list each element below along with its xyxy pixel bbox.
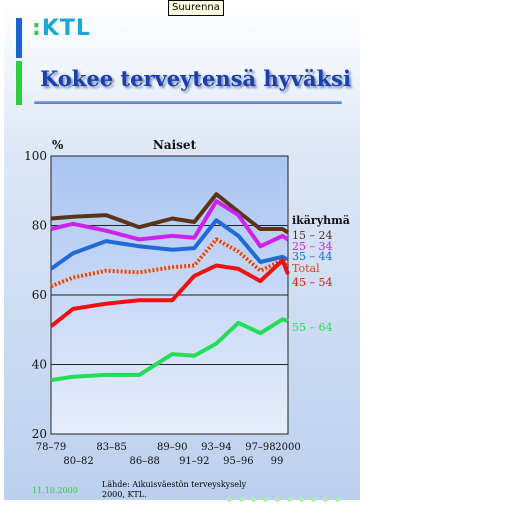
x-tick-label: 95–96 — [223, 456, 253, 467]
series-line-55-64 — [50, 317, 289, 383]
title-underline — [34, 101, 342, 104]
legend-label: 25 – 34 — [292, 240, 333, 253]
dot-icon — [275, 497, 280, 502]
slide: :KTL Kokee terveytensä hyväksi 20 40 60 80 1… — [4, 4, 360, 502]
dot-icon — [287, 497, 292, 502]
slide-title: Kokee terveytensä hyväksi — [40, 66, 351, 91]
legend-label: 15 – 24 — [292, 229, 333, 242]
slide-dots — [227, 487, 347, 506]
x-tick-label: 2000 — [275, 442, 300, 453]
y-tick-label: 100 — [24, 149, 47, 163]
slide-date: 11.10.2000 — [32, 486, 78, 495]
ktl-logo: :KTL — [32, 16, 91, 41]
dot-icon — [335, 497, 340, 502]
logo-dots-icon: : — [32, 16, 42, 41]
series-line-45-54 — [49, 258, 290, 328]
source-line-2: 2000, KTL. — [102, 490, 147, 499]
x-tick-label: 78–79 — [36, 442, 66, 453]
chart-title: Naiset — [153, 138, 197, 152]
y-tick-label: 60 — [32, 288, 47, 302]
legend-label: 35 – 44 — [292, 250, 333, 263]
legend-label: Total — [292, 262, 320, 275]
dot-icon — [311, 497, 316, 502]
dot-icon — [323, 497, 328, 502]
x-tick-label: 86–88 — [129, 456, 159, 467]
y-tick-label: 40 — [32, 358, 47, 372]
source-line-1: Lähde: Aikuisväestön terveyskysely — [102, 480, 247, 489]
enlarge-button[interactable]: Suurenna — [168, 0, 224, 16]
dot-icon — [239, 497, 244, 502]
series-line-35-44 — [49, 218, 290, 271]
x-tick-label: 80–82 — [63, 456, 93, 467]
dot-icon — [227, 497, 232, 502]
y-tick-label: 80 — [32, 219, 47, 233]
dot-icon — [251, 497, 256, 502]
series-line-total-base — [50, 237, 290, 289]
source-note: Lähde: Aikuisväestön terveyskysely 2000,… — [102, 480, 246, 500]
x-tick-label: 97–98 — [245, 442, 275, 453]
dot-icon — [299, 497, 304, 502]
x-tick-label: 93–94 — [201, 442, 231, 453]
accent-bar-green — [16, 61, 22, 105]
y-tick-label: 20 — [32, 427, 47, 441]
dot-icon — [263, 497, 268, 502]
accent-bar-blue — [16, 18, 22, 58]
line-chart: 20 40 60 80 100% Naiset 78–79 83–85 89–90 93–94 97… — [24, 138, 350, 467]
series-line-15-24 — [50, 192, 290, 235]
legend-title: ikäryhmä — [292, 214, 350, 227]
x-tick-label: 83–85 — [96, 442, 126, 453]
series-line-25-34 — [50, 199, 290, 249]
y-axis-label: % — [52, 138, 64, 152]
x-tick-label: 91–92 — [179, 456, 209, 467]
legend-label: 45 – 54 — [292, 276, 333, 289]
legend-label: 55 – 64 — [292, 321, 333, 334]
logo-text: KTL — [41, 16, 91, 41]
x-tick-label: 99 — [271, 456, 284, 467]
x-tick-label: 89–90 — [157, 442, 187, 453]
